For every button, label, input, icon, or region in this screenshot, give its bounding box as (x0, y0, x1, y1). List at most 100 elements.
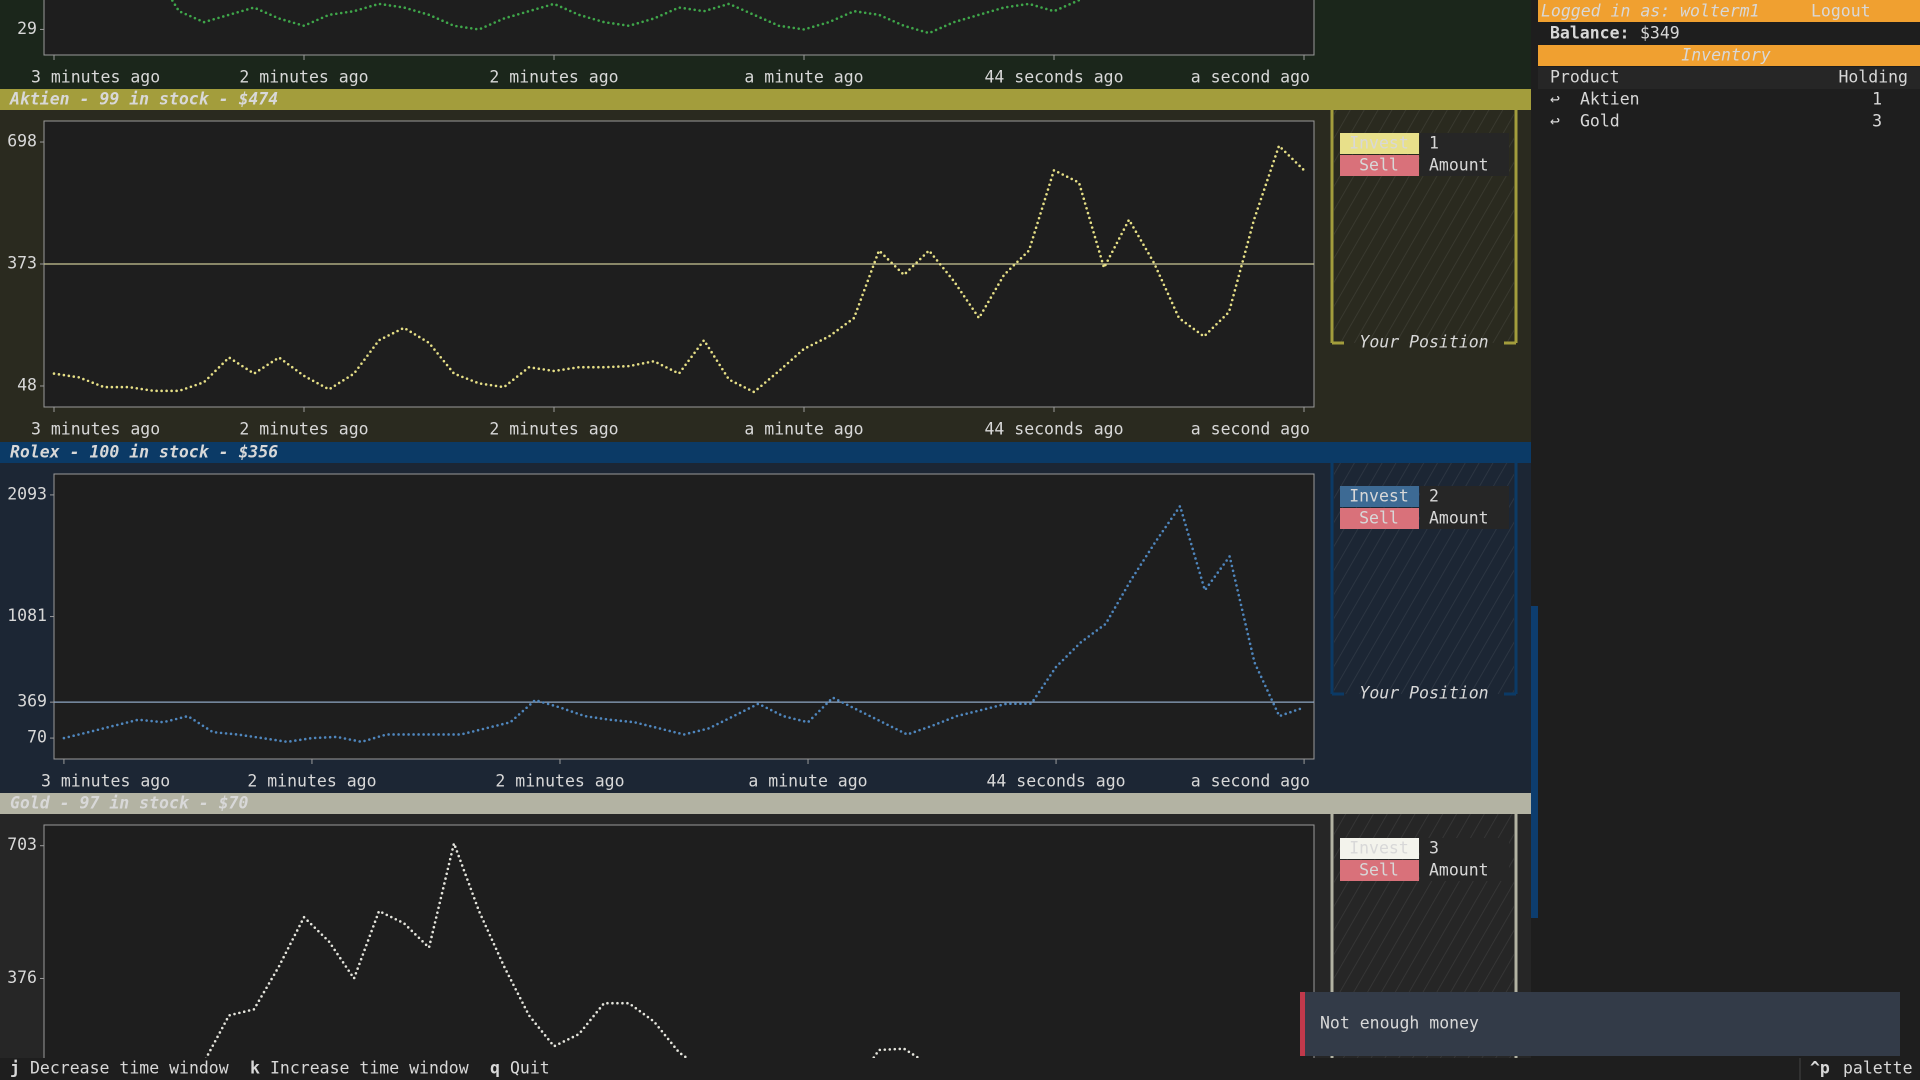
x-tick-label: 2 minutes ago (239, 420, 368, 439)
y-tick-label: 373 (7, 254, 37, 273)
sell-button[interactable] (1340, 860, 1419, 881)
x-tick-label: 3 minutes ago (41, 772, 170, 791)
balance-label: Balance: (1550, 24, 1629, 43)
sell-label[interactable]: Sell (1359, 509, 1399, 528)
sidebar: Logged in as: wolterm1 Logout Balance: $349… (1538, 0, 1920, 1080)
y-tick-label: 376 (7, 968, 37, 987)
invest-button[interactable] (1340, 133, 1419, 154)
key[interactable]: q (490, 1059, 500, 1078)
x-tick-label: 3 minutes ago (31, 420, 160, 439)
x-tick-label: 2 minutes ago (495, 772, 624, 791)
toast-bg (1300, 992, 1900, 1056)
y-tick-label: 70 (27, 728, 47, 747)
x-tick-label: 44 seconds ago (987, 772, 1126, 791)
x-tick-label: a minute ago (748, 772, 867, 791)
banner-title: Gold - 97 in stock - $70 (10, 794, 248, 813)
y-tick-label: 1081 (7, 606, 47, 625)
inventory-bar (1538, 45, 1920, 66)
banner (0, 89, 1531, 110)
price-line (62, 503, 1306, 744)
key[interactable]: j (10, 1059, 20, 1078)
key-label[interactable]: Increase time window (270, 1059, 469, 1078)
invest-button[interactable] (1340, 838, 1419, 859)
plot-area (43, 824, 1315, 1080)
banner-title: Rolex - 100 in stock - $356 (10, 443, 278, 462)
x-tick-label: a second ago (1191, 68, 1310, 87)
scroll-strip (1531, 606, 1538, 918)
amount-value[interactable]: 1 (1429, 134, 1439, 153)
x-tick-label: a minute ago (744, 420, 863, 439)
position-caption: Your Position (1359, 333, 1488, 352)
chart: 698 373 48 3 minutes ago 2 minutes ago 2 minu… (7, 120, 1315, 439)
banner-title: Aktien - 99 in stock - $474 (9, 90, 278, 109)
balance-value: $349 (1640, 24, 1680, 43)
footer: j Decrease time window k Increase time wind… (0, 1058, 1920, 1080)
y-tick-label: 369 (17, 692, 47, 711)
column-header: Holding (1838, 68, 1908, 87)
x-tick-label: 44 seconds ago (984, 68, 1123, 87)
y-tick-label: 2093 (7, 484, 47, 503)
chart: 2093 1081 369 70 3 minutes ago 2 minutes ago 2… (7, 473, 1315, 791)
invest-button[interactable] (1340, 486, 1419, 507)
price-line (52, 143, 1306, 394)
holding: 1 (1872, 90, 1882, 109)
x-tick-label: 44 seconds ago (984, 420, 1123, 439)
y-tick-label: 48 (17, 375, 37, 394)
y-tick-label: 698 (7, 132, 37, 151)
sidebar-bg (1538, 0, 1920, 1080)
sell-button[interactable] (1340, 508, 1419, 529)
stock-panel: Rolex - 100 in stock - $356 Your Position… (0, 442, 1531, 703)
stock-panel: Aktien - 99 in stock - $474 Your Position… (0, 89, 1531, 352)
x-tick-label: a second ago (1191, 772, 1310, 791)
inventory-title: Inventory (1681, 46, 1770, 65)
toast-message: Not enough money (1320, 1014, 1479, 1033)
amount-field (1420, 838, 1509, 881)
holding: 3 (1872, 112, 1882, 131)
y-tick-label: 29 (17, 19, 37, 38)
invest-label[interactable]: Invest (1349, 134, 1409, 153)
y-tick-label: 703 (7, 835, 37, 854)
plot-area (53, 473, 1315, 760)
banner (0, 442, 1531, 463)
invest-label[interactable]: Invest (1349, 487, 1409, 506)
row-icon: ↩ (1550, 90, 1560, 109)
chart: 29 3 minutes ago 2 minutes ago 2 minutes ag… (17, 0, 1315, 87)
column-header: Product (1550, 68, 1620, 87)
footer-bg (0, 1058, 1920, 1080)
login-text: Logged in as: wolterm1 (1541, 2, 1760, 21)
x-tick-label: a second ago (1191, 420, 1310, 439)
x-tick-label: 2 minutes ago (489, 420, 618, 439)
toast-accent (1300, 992, 1305, 1056)
x-tick-label: 2 minutes ago (239, 68, 368, 87)
key-label[interactable]: Quit (510, 1059, 550, 1078)
toast: Not enough money (1300, 992, 1900, 1056)
sell-button[interactable] (1340, 155, 1419, 176)
amount-placeholder[interactable]: Amount (1429, 861, 1489, 880)
sell-label[interactable]: Sell (1359, 861, 1399, 880)
banner (0, 793, 1531, 814)
key[interactable]: k (250, 1059, 260, 1078)
invest-label[interactable]: Invest (1349, 839, 1409, 858)
product-name[interactable]: Gold (1580, 112, 1620, 131)
amount-field (1420, 133, 1509, 176)
row-icon: ↩ (1550, 112, 1560, 131)
x-tick-label: 2 minutes ago (489, 68, 618, 87)
login-bar (1538, 0, 1920, 22)
price-line (170, 0, 1082, 35)
x-tick-label: 2 minutes ago (247, 772, 376, 791)
table-header (1538, 67, 1920, 89)
amount-field (1420, 486, 1509, 529)
key-label[interactable]: Decrease time window (30, 1059, 229, 1078)
palette-key[interactable]: ^p (1810, 1059, 1830, 1078)
amount-placeholder[interactable]: Amount (1429, 156, 1489, 175)
amount-value[interactable]: 3 (1429, 839, 1439, 858)
amount-placeholder[interactable]: Amount (1429, 509, 1489, 528)
x-tick-label: a minute ago (744, 68, 863, 87)
amount-value[interactable]: 2 (1429, 487, 1439, 506)
sell-label[interactable]: Sell (1359, 156, 1399, 175)
palette-label[interactable]: palette (1843, 1059, 1913, 1078)
logout[interactable]: Logout (1811, 2, 1871, 21)
product-name[interactable]: Aktien (1580, 90, 1640, 109)
